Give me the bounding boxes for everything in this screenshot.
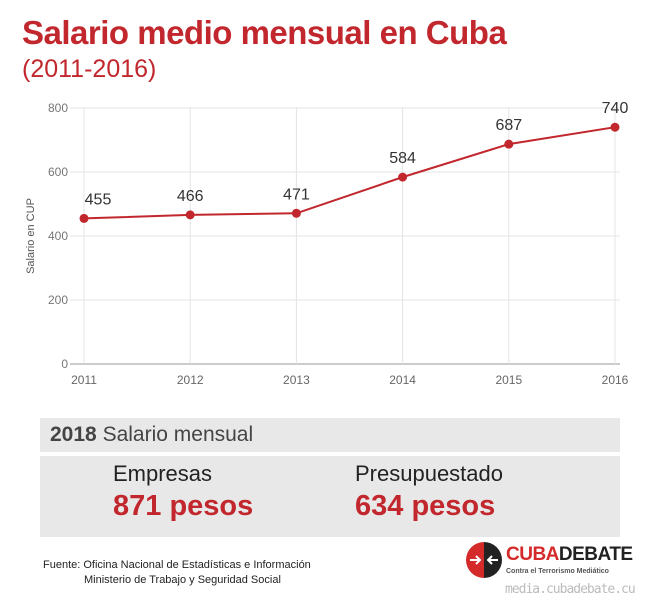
summary-heading: Salario mensual bbox=[102, 423, 254, 446]
logo-text-black: DEBATE bbox=[558, 544, 633, 565]
data-label: 471 bbox=[283, 186, 310, 203]
y-tick-label: 400 bbox=[48, 229, 68, 243]
empresas-label: Empresas bbox=[113, 461, 213, 486]
presupuestado-label: Presupuestado bbox=[355, 461, 503, 486]
chart-subtitle: (2011-2016) bbox=[22, 55, 157, 83]
y-tick-label: 600 bbox=[48, 165, 68, 179]
source-line-1: Fuente: Oficina Nacional de Estadísticas… bbox=[43, 559, 311, 571]
data-label: 584 bbox=[389, 150, 416, 167]
series-line bbox=[83, 126, 616, 220]
data-label: 466 bbox=[177, 188, 204, 205]
data-point bbox=[610, 122, 620, 132]
x-tick-label: 2011 bbox=[71, 373, 97, 387]
summary-body: Empresas 871 pesos Presupuestado 634 pes… bbox=[40, 456, 620, 537]
logo-circle-icon bbox=[466, 542, 502, 578]
x-tick-label: 2013 bbox=[283, 373, 310, 387]
x-tick-label: 2012 bbox=[177, 373, 204, 387]
data-point bbox=[79, 213, 89, 223]
data-label: 455 bbox=[85, 191, 112, 208]
source-line-2: Ministerio de Trabajo y Seguridad Social bbox=[84, 574, 281, 586]
y-tick-label: 200 bbox=[48, 293, 68, 307]
line-chart: 0 200 400 600 800 2011 2012 2013 2014 2015 2016 Sal… bbox=[25, 100, 629, 387]
logo-tagline: Contra el Terrorismo Mediático bbox=[506, 568, 609, 575]
data-point bbox=[504, 139, 514, 149]
y-tick-label: 800 bbox=[48, 101, 68, 115]
logo-text-red: CUBA bbox=[506, 544, 559, 565]
summary-header: 2018 Salario mensual bbox=[40, 418, 620, 452]
data-point bbox=[291, 208, 301, 218]
x-tick-label: 2014 bbox=[389, 373, 416, 387]
x-tick-label: 2015 bbox=[495, 373, 522, 387]
cubadebate-logo: CUBADEBATE Contra el Terrorismo Mediátic… bbox=[466, 541, 633, 579]
y-axis-label: Salario en CUP bbox=[25, 198, 37, 274]
watermark: media.cubadebate.cu bbox=[505, 582, 636, 597]
chart-title: Salario medio mensual en Cuba bbox=[22, 14, 507, 51]
data-label: 740 bbox=[602, 100, 629, 117]
data-label: 687 bbox=[495, 117, 522, 134]
summary-year: 2018 bbox=[50, 423, 97, 446]
presupuestado-value: 634 pesos bbox=[355, 490, 496, 522]
x-tick-label: 2016 bbox=[602, 373, 629, 387]
data-point bbox=[185, 210, 195, 220]
empresas-value: 871 pesos bbox=[113, 490, 254, 522]
y-tick-label: 0 bbox=[61, 357, 68, 371]
data-point bbox=[398, 172, 408, 182]
